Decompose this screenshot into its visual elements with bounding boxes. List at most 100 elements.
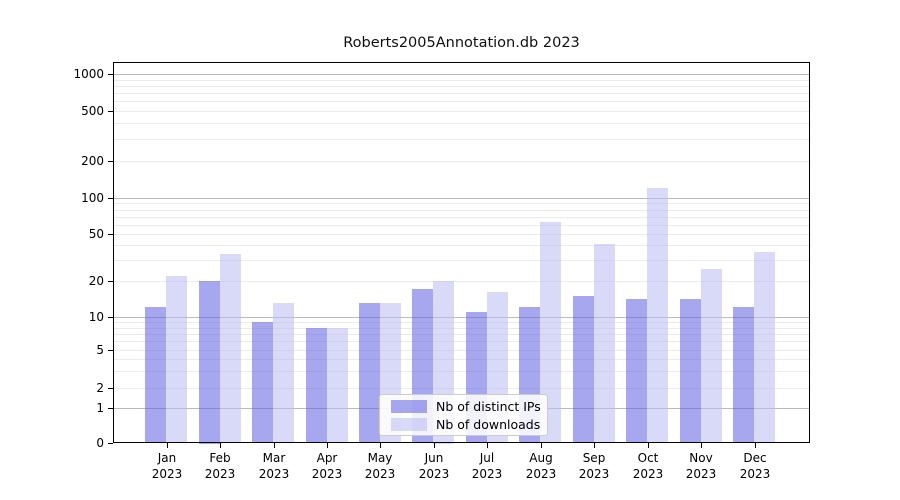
bar-downloads-aug <box>540 222 561 443</box>
y-tick-label: 5 <box>96 343 104 357</box>
x-tick-label: Oct 2023 <box>620 450 676 482</box>
y-tick-label: 0 <box>96 436 104 450</box>
x-tick-month: Mar <box>262 451 286 465</box>
bar-ips-apr <box>306 328 327 443</box>
x-tick-year: 2023 <box>311 467 343 481</box>
x-tick-year: 2023 <box>578 467 610 481</box>
x-tick-mark <box>487 443 488 448</box>
x-tick-year: 2023 <box>418 467 450 481</box>
minor-gridline <box>113 359 810 360</box>
minor-gridline <box>113 139 810 140</box>
minor-gridline <box>113 111 810 112</box>
bar-ips-may <box>359 303 380 443</box>
bar-downloads-sep <box>594 244 615 443</box>
x-tick-month: Sep <box>582 451 606 465</box>
x-tick-label: Jan 2023 <box>139 450 195 482</box>
y-tick-label: 1000 <box>73 67 104 81</box>
legend-row: Nb of downloads <box>380 417 547 432</box>
y-tick-mark <box>108 234 113 235</box>
x-tick-month: Aug <box>529 451 553 465</box>
legend-label: Nb of distinct IPs <box>436 398 541 414</box>
x-tick-label: Nov 2023 <box>673 450 729 482</box>
x-tick-mark <box>594 443 595 448</box>
y-tick-mark <box>108 408 113 409</box>
x-tick-year: 2023 <box>151 467 183 481</box>
y-tick-mark <box>108 350 113 351</box>
x-tick-month: Feb <box>209 451 231 465</box>
bar-ips-dec <box>733 307 754 443</box>
x-tick-mark <box>541 443 542 448</box>
bar-ips-jan <box>145 307 166 443</box>
x-tick-mark <box>380 443 381 448</box>
bar-downloads-feb <box>220 254 241 443</box>
x-tick-mark <box>220 443 221 448</box>
minor-gridline <box>113 86 810 87</box>
x-tick-month: May <box>367 451 393 465</box>
minor-gridline <box>113 210 810 211</box>
x-tick-year: 2023 <box>685 467 717 481</box>
bar-downloads-dec <box>754 252 775 443</box>
x-tick-label: Dec 2023 <box>727 450 783 482</box>
minor-gridline <box>113 341 810 342</box>
minor-gridline <box>113 322 810 323</box>
x-tick-mark <box>701 443 702 448</box>
x-tick-mark <box>648 443 649 448</box>
x-tick-month: Nov <box>689 451 713 465</box>
y-tick-label: 50 <box>88 227 104 241</box>
bar-downloads-jan <box>166 276 187 443</box>
x-tick-label: Apr 2023 <box>299 450 355 482</box>
minor-gridline <box>113 260 810 261</box>
x-tick-year: 2023 <box>204 467 236 481</box>
x-tick-mark <box>327 443 328 448</box>
major-gridline <box>113 198 810 199</box>
y-tick-mark <box>108 388 113 389</box>
minor-gridline <box>113 234 810 235</box>
legend-swatch <box>391 399 427 413</box>
x-tick-year: 2023 <box>364 467 396 481</box>
x-tick-label: Mar 2023 <box>246 450 302 482</box>
x-tick-year: 2023 <box>632 467 664 481</box>
minor-gridline <box>113 93 810 94</box>
x-tick-month: Apr <box>316 451 338 465</box>
x-tick-year: 2023 <box>739 467 771 481</box>
minor-gridline <box>113 80 810 81</box>
x-tick-mark <box>755 443 756 448</box>
x-tick-month: Jul <box>479 451 495 465</box>
x-tick-year: 2023 <box>471 467 503 481</box>
x-tick-label: Feb 2023 <box>192 450 248 482</box>
minor-gridline <box>113 225 810 226</box>
minor-gridline <box>113 281 810 282</box>
bar-downloads-oct <box>647 188 668 443</box>
minor-gridline <box>113 350 810 351</box>
bar-ips-mar <box>252 322 273 443</box>
minor-gridline <box>113 217 810 218</box>
x-tick-mark <box>274 443 275 448</box>
bar-ips-feb <box>199 281 220 444</box>
minor-gridline <box>113 101 810 102</box>
bar-ips-oct <box>626 299 647 443</box>
minor-gridline <box>113 161 810 162</box>
y-tick-mark <box>108 281 113 282</box>
y-tick-label: 100 <box>81 191 104 205</box>
minor-gridline <box>113 334 810 335</box>
chart-title: Roberts2005Annotation.db 2023 <box>343 35 580 51</box>
y-tick-label: 10 <box>88 310 104 324</box>
x-tick-year: 2023 <box>525 467 557 481</box>
y-tick-label: 500 <box>81 104 104 118</box>
legend-swatch <box>391 417 427 431</box>
minor-gridline <box>113 388 810 389</box>
bar-ips-nov <box>680 299 701 443</box>
y-tick-mark <box>108 111 113 112</box>
legend-label: Nb of downloads <box>436 416 541 432</box>
y-tick-label: 200 <box>81 154 104 168</box>
x-tick-month: Jun <box>424 451 444 465</box>
y-tick-mark <box>108 74 113 75</box>
x-tick-mark <box>167 443 168 448</box>
major-gridline <box>113 317 810 318</box>
y-tick-mark <box>108 317 113 318</box>
x-tick-label: Jun 2023 <box>406 450 462 482</box>
y-tick-mark <box>108 161 113 162</box>
x-tick-month: Dec <box>743 451 767 465</box>
x-tick-month: Oct <box>637 451 659 465</box>
